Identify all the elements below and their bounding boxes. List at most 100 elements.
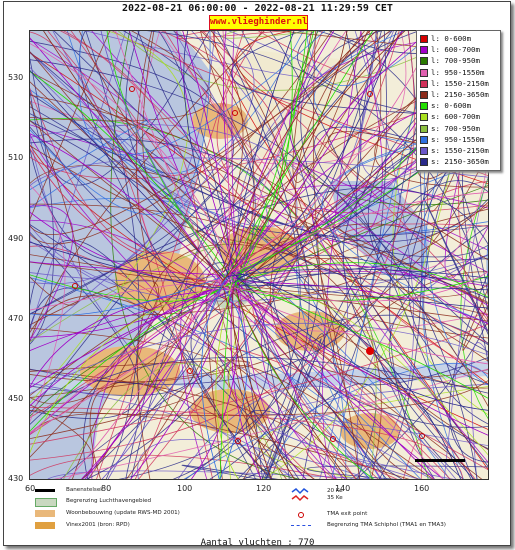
flight-track [30, 94, 488, 407]
flight-track [111, 31, 488, 177]
flight-track [235, 289, 348, 479]
flight-track [223, 31, 406, 272]
flight-track [30, 406, 463, 479]
flight-track [30, 71, 241, 290]
flight-track [175, 31, 286, 39]
flight-track [272, 254, 488, 479]
legend-label: l: 700-950m [431, 56, 480, 66]
legend-entry: l: 1550-2150m [420, 79, 500, 89]
flight-track [30, 224, 488, 302]
flight-track [181, 464, 279, 479]
flight-track [164, 31, 488, 375]
flight-track [30, 31, 265, 343]
flight-track [142, 31, 333, 200]
flight-track [30, 31, 391, 235]
legend-label: s: 950-1550m [431, 134, 485, 144]
flight-track [62, 31, 476, 479]
key-noise-35: 35 Ke [327, 495, 343, 501]
y-tick-label: 490 [8, 234, 24, 243]
flight-track-map[interactable] [29, 30, 489, 480]
flight-track [30, 241, 224, 288]
flight-track [138, 31, 400, 479]
flight-track [30, 31, 407, 165]
flight-track [231, 31, 488, 118]
flight-track [233, 31, 397, 284]
x-tick-label: 80 [101, 484, 112, 493]
flight-track [30, 201, 488, 316]
flight-track [30, 322, 488, 395]
legend-swatch [420, 79, 428, 88]
flight-track [101, 283, 224, 479]
legend-entry: s: 1550-2150m [420, 146, 500, 156]
flight-track [68, 275, 224, 479]
flight-track [30, 138, 310, 479]
flight-track [225, 31, 295, 281]
flight-track [47, 31, 176, 181]
flight-track [30, 43, 238, 282]
flight-track [232, 286, 272, 479]
flight-track [30, 224, 195, 396]
flight-track [115, 31, 224, 289]
tma-exit-point [232, 110, 238, 116]
flight-track [30, 40, 234, 315]
flight-track [30, 454, 339, 479]
key-tma-exit: TMA exit point [327, 511, 368, 517]
vlieghinder-link[interactable]: www.vlieghinder.nl [209, 15, 308, 30]
flight-track [30, 288, 237, 388]
flight-track [30, 100, 82, 306]
flight-track [312, 31, 421, 479]
flight-track [305, 31, 435, 87]
flight-track [63, 363, 283, 479]
flight-track [30, 187, 488, 315]
legend-swatch [420, 35, 428, 43]
flight-track [30, 240, 256, 479]
legend-label: l: 600-700m [431, 45, 480, 55]
flight-track [238, 272, 461, 479]
flight-track [30, 323, 488, 445]
flight-track [265, 180, 488, 479]
flight-track [30, 274, 229, 302]
legend-entry: s: 600-700m [420, 112, 500, 122]
legend-swatch [420, 102, 428, 111]
flight-track [30, 31, 378, 245]
key-noise-20: 20 Ke [327, 488, 343, 494]
flight-track [232, 31, 347, 288]
flight-track [84, 271, 223, 479]
legend-label: s: 0-600m [431, 101, 472, 111]
legend-swatch [420, 135, 428, 144]
tma-boundary-swatch [291, 525, 311, 526]
flight-track [183, 362, 488, 479]
flight-track [30, 285, 236, 352]
legend-label: s: 600-700m [431, 112, 480, 122]
x-tick-label: 140 [335, 484, 351, 493]
legend-entry: s: 950-1550m [420, 135, 500, 145]
flight-track [233, 31, 431, 291]
flight-track [190, 272, 240, 479]
flight-track [328, 131, 488, 261]
legend-entry: l: 950-1550m [420, 68, 500, 78]
flight-track [53, 31, 472, 479]
x-tick-label: 60 [25, 484, 36, 493]
flight-track [234, 31, 315, 288]
flight-track [245, 410, 403, 479]
map-canvas [30, 31, 488, 479]
altitude-legend: l: 0-600m l: 600-700m l: 700-950m l: 950-15… [416, 30, 501, 171]
flight-track [30, 31, 362, 228]
legend-entry: s: 2150-3650m [420, 157, 500, 167]
flight-track [486, 243, 488, 293]
flight-track [30, 379, 488, 416]
flight-track [30, 31, 214, 479]
x-tick-label: 160 [414, 484, 430, 493]
flight-track [460, 177, 488, 419]
flight-track [233, 279, 488, 399]
flight-track [30, 133, 224, 289]
legend-swatch [420, 158, 428, 167]
flight-track [125, 31, 420, 479]
tma-exit-point [419, 433, 425, 439]
flight-track [107, 274, 228, 479]
flight-track [30, 126, 488, 428]
flight-track [355, 31, 464, 479]
flight-track [30, 211, 222, 291]
flight-track [30, 185, 66, 423]
legend-entry: s: 700-950m [420, 124, 500, 134]
